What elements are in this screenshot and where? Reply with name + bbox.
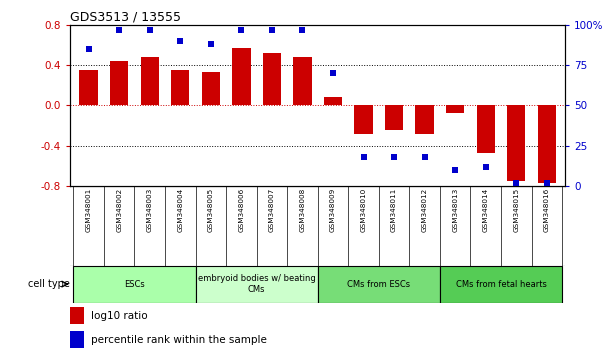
- Bar: [171, 70, 189, 105]
- Bar: [477, 105, 495, 153]
- Point: [114, 27, 124, 33]
- Text: ESCs: ESCs: [124, 280, 145, 289]
- Text: CMs from ESCs: CMs from ESCs: [347, 280, 411, 289]
- Bar: [263, 53, 281, 105]
- Bar: [507, 105, 525, 181]
- Point: [359, 154, 368, 160]
- Text: GSM348010: GSM348010: [360, 188, 367, 233]
- Bar: [196, 266, 318, 303]
- Text: GSM348004: GSM348004: [177, 188, 183, 233]
- Text: GSM348014: GSM348014: [483, 188, 489, 233]
- Point: [450, 167, 460, 173]
- Text: GSM348003: GSM348003: [147, 188, 153, 233]
- Point: [84, 46, 93, 52]
- Bar: [70, 331, 84, 348]
- Text: GSM348007: GSM348007: [269, 188, 275, 233]
- Bar: [354, 105, 373, 133]
- Point: [511, 180, 521, 185]
- Point: [389, 154, 399, 160]
- Point: [267, 27, 277, 33]
- Point: [420, 154, 430, 160]
- Text: GSM348002: GSM348002: [116, 188, 122, 233]
- Point: [145, 27, 155, 33]
- Bar: [318, 266, 440, 303]
- Text: log10 ratio: log10 ratio: [91, 311, 148, 321]
- Point: [542, 180, 552, 185]
- Bar: [73, 266, 196, 303]
- Bar: [232, 48, 251, 105]
- Bar: [440, 266, 562, 303]
- Text: GSM348011: GSM348011: [391, 188, 397, 233]
- Bar: [415, 105, 434, 133]
- Point: [328, 70, 338, 76]
- Bar: [324, 97, 342, 105]
- Point: [298, 27, 307, 33]
- Bar: [446, 105, 464, 113]
- Bar: [141, 57, 159, 105]
- Point: [236, 27, 246, 33]
- Text: GSM348001: GSM348001: [86, 188, 92, 233]
- Point: [481, 164, 491, 169]
- Bar: [79, 70, 98, 105]
- Text: GSM348015: GSM348015: [513, 188, 519, 233]
- Text: GSM348012: GSM348012: [422, 188, 428, 233]
- Text: GSM348006: GSM348006: [238, 188, 244, 233]
- Text: GSM348009: GSM348009: [330, 188, 336, 233]
- Bar: [538, 105, 556, 183]
- Bar: [70, 307, 84, 324]
- Point: [175, 38, 185, 44]
- Text: GSM348008: GSM348008: [299, 188, 306, 233]
- Bar: [110, 61, 128, 105]
- Point: [206, 41, 216, 47]
- Bar: [385, 105, 403, 131]
- Text: GSM348016: GSM348016: [544, 188, 550, 233]
- Bar: [202, 72, 220, 105]
- Text: CMs from fetal hearts: CMs from fetal hearts: [456, 280, 546, 289]
- Bar: [293, 57, 312, 105]
- Text: cell type: cell type: [27, 279, 70, 289]
- Text: GDS3513 / 13555: GDS3513 / 13555: [70, 11, 181, 24]
- Text: percentile rank within the sample: percentile rank within the sample: [91, 335, 267, 345]
- Text: GSM348013: GSM348013: [452, 188, 458, 233]
- Text: embryoid bodies w/ beating
CMs: embryoid bodies w/ beating CMs: [198, 274, 315, 294]
- Text: GSM348005: GSM348005: [208, 188, 214, 233]
